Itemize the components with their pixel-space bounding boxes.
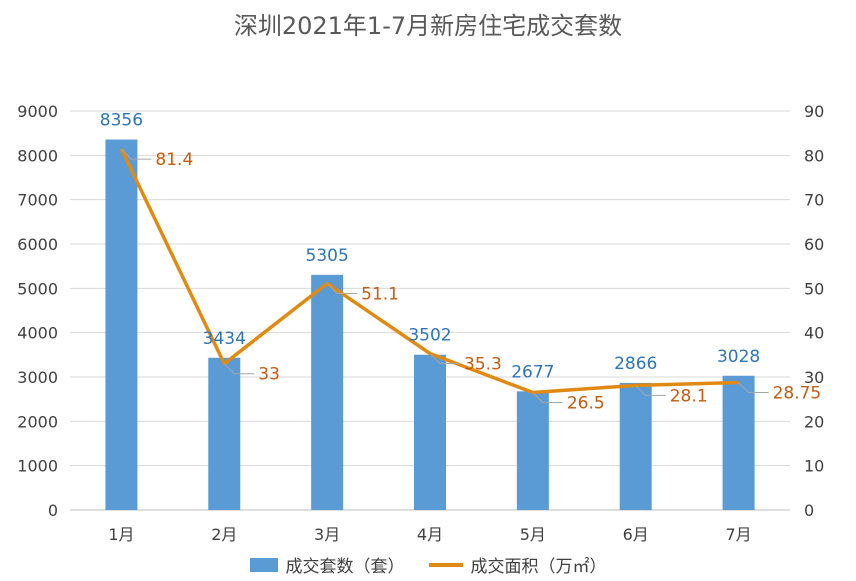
- bar: [619, 382, 652, 510]
- y-left-tick-label: 5000: [17, 279, 58, 298]
- line-label-leader: [326, 283, 358, 294]
- bar: [105, 139, 138, 510]
- line-data-label: 28.75: [773, 384, 822, 404]
- legend-item-line: 成交面积（万㎡）: [428, 552, 607, 577]
- bar-data-label: 3502: [408, 326, 451, 346]
- x-tick-label: 7月: [725, 525, 751, 544]
- y-left-tick-label: 3000: [17, 368, 58, 387]
- line-data-label: 33: [258, 365, 280, 385]
- line-data-label: 26.5: [567, 394, 605, 414]
- y-left-tick-label: 8000: [17, 146, 58, 165]
- y-right-tick-label: 40: [804, 324, 824, 343]
- bar-data-label: 3028: [717, 347, 760, 367]
- legend-label-bars: 成交套数（套）: [285, 557, 405, 577]
- x-tick-label: 2月: [211, 525, 237, 544]
- legend-label-line: 成交面积（万㎡）: [470, 557, 607, 577]
- y-right-tick-label: 50: [804, 279, 824, 298]
- y-right-tick-label: 70: [804, 191, 824, 210]
- y-left-tick-label: 4000: [17, 324, 58, 343]
- legend-item-bars: 成交套数（套）: [249, 552, 405, 577]
- line-data-label: 81.4: [155, 150, 193, 170]
- bar-data-label: 3434: [203, 329, 246, 349]
- y-left-tick-label: 1000: [17, 457, 58, 476]
- line-label-leader: [738, 382, 769, 394]
- y-left-tick-label: 2000: [17, 412, 58, 431]
- bar-data-label: 5305: [306, 246, 349, 266]
- y-left-tick-label: 0: [48, 501, 58, 520]
- bar-data-label: 2677: [511, 362, 554, 382]
- y-right-tick-label: 60: [804, 235, 824, 254]
- line-label-leader: [635, 385, 666, 396]
- line-label-leader: [429, 353, 460, 365]
- y-right-tick-label: 0: [804, 501, 814, 520]
- legend-swatch-bar: [249, 557, 278, 572]
- chart-title: 深圳2021年1-7月新房住宅成交套数: [233, 12, 623, 40]
- bar-data-label: 8356: [100, 111, 143, 131]
- y-left-tick-label: 7000: [17, 191, 58, 210]
- x-tick-label: 3月: [314, 525, 340, 544]
- bar: [722, 375, 755, 510]
- line-data-label: 51.1: [361, 284, 399, 304]
- line-label-leader: [121, 148, 152, 160]
- y-left-tick-label: 6000: [17, 235, 58, 254]
- y-left-tick-label: 9000: [17, 102, 58, 121]
- bar: [414, 354, 446, 510]
- line-label-leader: [532, 392, 563, 404]
- y-right-tick-label: 20: [804, 412, 824, 431]
- line-label-leader: [223, 363, 255, 375]
- legend-swatch-line: [428, 562, 463, 567]
- line-data-label: 28.1: [670, 386, 708, 406]
- y-right-tick-label: 10: [804, 457, 824, 476]
- bar: [208, 357, 241, 510]
- x-tick-label: 4月: [417, 525, 443, 544]
- bar-data-label: 2866: [614, 354, 657, 374]
- y-right-tick-label: 90: [804, 102, 824, 121]
- x-tick-label: 1月: [108, 525, 134, 544]
- y-right-tick-label: 80: [804, 146, 824, 165]
- chart-legend: 成交套数（套） 成交面积（万㎡）: [0, 552, 856, 577]
- bar: [516, 391, 549, 510]
- x-tick-label: 5月: [520, 525, 546, 544]
- x-tick-label: 6月: [623, 525, 649, 544]
- bar: [311, 274, 344, 510]
- y-right-tick-label: 30: [804, 368, 824, 387]
- line-data-label: 35.3: [464, 355, 502, 375]
